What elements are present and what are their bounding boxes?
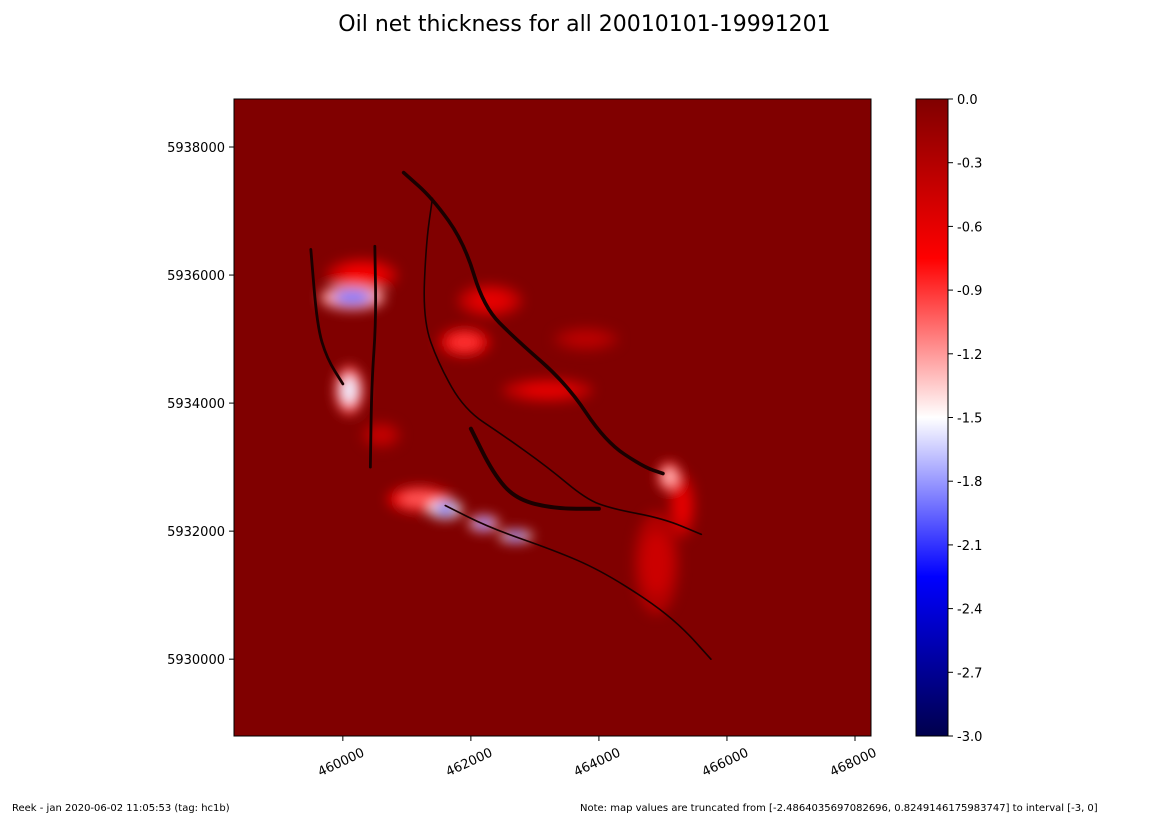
colorbar-tick-label: -1.2 xyxy=(957,348,982,363)
colorbar-gradient xyxy=(915,98,949,737)
colorbar-tick-label: -0.9 xyxy=(957,284,982,299)
colorbar-tick-label: -0.3 xyxy=(957,157,982,172)
y-tick-label: 5934000 xyxy=(167,397,225,412)
y-tick-label: 5938000 xyxy=(167,141,225,156)
x-tick-label: 466000 xyxy=(700,746,751,781)
fault-line xyxy=(401,170,665,476)
colorbar-tick-label: -2.1 xyxy=(957,539,982,554)
y-tick-label: 5936000 xyxy=(167,269,225,284)
anomaly-core xyxy=(340,375,358,405)
colorbar-tick-label: -2.4 xyxy=(957,603,982,618)
fault-line xyxy=(309,248,345,386)
x-tick-label: 468000 xyxy=(828,746,879,781)
colorbar-tick-label: -1.5 xyxy=(957,412,982,427)
x-tick-label: 464000 xyxy=(572,746,623,781)
anomaly-core xyxy=(435,503,456,515)
anomaly-core xyxy=(369,427,393,443)
anomaly-core xyxy=(449,333,480,351)
anomaly-core xyxy=(470,291,510,311)
colorbar-tick-label: 0.0 xyxy=(957,93,978,108)
fault-line xyxy=(423,197,703,536)
y-tick-label: 5930000 xyxy=(167,653,225,668)
colorbar-tick-label: -3.0 xyxy=(957,730,982,745)
fault-line xyxy=(444,504,712,660)
y-axis: 5938000 5936000 5934000 5932000 5930000 xyxy=(167,141,234,668)
footer-left-text: Reek - jan 2020-06-02 11:05:53 (tag: hc1… xyxy=(12,803,230,814)
anomaly-core xyxy=(400,491,439,507)
heatmap-background xyxy=(234,99,871,736)
colorbar-tick-label: -1.8 xyxy=(957,475,982,490)
colorbar-tick-label: -2.7 xyxy=(957,666,982,681)
colorbar-tick-label: -0.6 xyxy=(957,220,982,235)
anomaly-core xyxy=(333,290,372,305)
x-tick-label: 460000 xyxy=(316,746,367,781)
fault-line xyxy=(468,426,601,511)
plot-frame xyxy=(233,98,872,737)
anomaly-core xyxy=(520,383,575,398)
chart-title: Oil net thickness for all 20010101-19991… xyxy=(338,12,831,37)
anomaly-core xyxy=(566,332,606,346)
fault-line xyxy=(368,244,378,469)
x-tick-label: 462000 xyxy=(444,746,495,781)
anomaly-core xyxy=(340,265,384,285)
footer-note-text: Note: map values are truncated from [-2.… xyxy=(580,803,1098,814)
y-tick-label: 5932000 xyxy=(167,525,225,540)
x-axis: 460000 462000 464000 466000 468000 xyxy=(316,736,879,780)
anomaly-core xyxy=(662,467,677,486)
colorbar: 0.0 -0.3 -0.6 -0.9 -1.2 -1.5 -1.8 -2.1 -2.4 -2.7 -… xyxy=(915,93,982,745)
anomaly-core xyxy=(674,486,690,525)
heatmap-area xyxy=(233,98,872,737)
anomaly-core xyxy=(643,532,670,594)
